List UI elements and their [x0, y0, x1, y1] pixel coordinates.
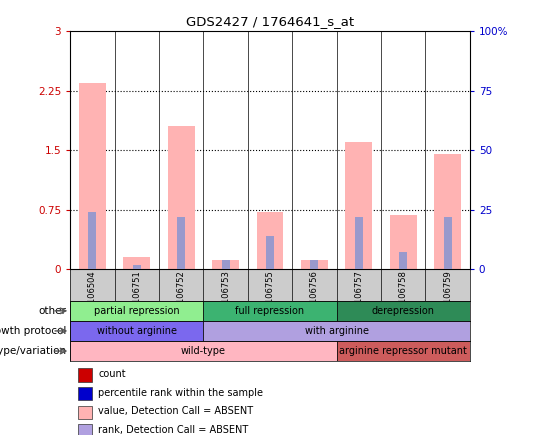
Text: GSM106757: GSM106757	[354, 270, 363, 321]
Bar	[204, 301, 336, 321]
Text: with arginine: with arginine	[305, 326, 369, 336]
Bar	[177, 218, 185, 269]
Bar	[79, 83, 106, 269]
Text: GSM106753: GSM106753	[221, 270, 230, 321]
Bar	[399, 252, 407, 269]
Text: GSM106755: GSM106755	[266, 270, 274, 321]
Bar	[390, 215, 416, 269]
Text: wild-type: wild-type	[181, 346, 226, 356]
Text: full repression: full repression	[235, 306, 305, 316]
Bar	[443, 218, 451, 269]
Bar	[355, 218, 363, 269]
Bar	[346, 142, 372, 269]
Text: percentile rank within the sample: percentile rank within the sample	[98, 388, 263, 398]
Text: growth protocol: growth protocol	[0, 326, 66, 336]
Bar	[204, 321, 470, 341]
Text: value, Detection Call = ABSENT: value, Detection Call = ABSENT	[98, 406, 253, 416]
Text: GSM106758: GSM106758	[399, 270, 408, 321]
Bar	[256, 212, 284, 269]
Bar	[70, 341, 336, 361]
Bar	[78, 369, 92, 382]
Text: GSM106752: GSM106752	[177, 270, 186, 321]
Text: other: other	[38, 306, 66, 316]
Bar	[70, 301, 204, 321]
Text: rank, Detection Call = ABSENT: rank, Detection Call = ABSENT	[98, 425, 248, 435]
Bar	[336, 341, 470, 361]
Text: GSM106504: GSM106504	[88, 270, 97, 321]
Bar	[212, 260, 239, 269]
Bar	[78, 387, 92, 400]
Text: GSM106751: GSM106751	[132, 270, 141, 321]
Bar	[168, 126, 194, 269]
Bar	[336, 301, 470, 321]
Text: genotype/variation: genotype/variation	[0, 346, 66, 356]
Bar	[266, 236, 274, 269]
Text: arginine repressor mutant: arginine repressor mutant	[339, 346, 467, 356]
Bar	[310, 260, 319, 269]
Bar	[70, 321, 204, 341]
Bar	[301, 260, 328, 269]
Bar	[133, 265, 141, 269]
Bar	[78, 405, 92, 419]
Text: partial repression: partial repression	[94, 306, 180, 316]
Text: without arginine: without arginine	[97, 326, 177, 336]
Text: GSM106756: GSM106756	[310, 270, 319, 321]
Bar	[78, 424, 92, 437]
Title: GDS2427 / 1764641_s_at: GDS2427 / 1764641_s_at	[186, 16, 354, 28]
Text: derepression: derepression	[372, 306, 435, 316]
Bar	[124, 257, 150, 269]
Text: GSM106759: GSM106759	[443, 270, 452, 321]
Text: count: count	[98, 369, 126, 380]
Bar	[221, 260, 229, 269]
Bar	[89, 212, 97, 269]
Bar	[434, 154, 461, 269]
